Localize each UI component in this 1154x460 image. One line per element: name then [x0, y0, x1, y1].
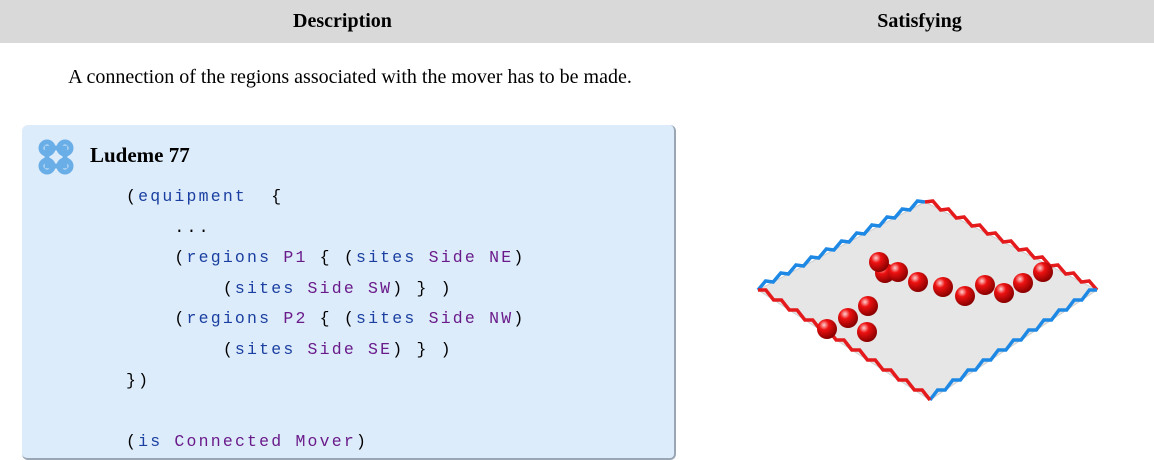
board-edge [756, 199, 926, 292]
code-token: ) [355, 431, 369, 451]
code-token: sites [234, 339, 296, 359]
code-token: ) } ) [392, 278, 453, 298]
stone [888, 262, 908, 282]
code-token: ... [126, 217, 211, 237]
code-line: ... [126, 213, 525, 244]
code-token: is [138, 431, 163, 451]
code-token: ( [126, 278, 235, 298]
stone [857, 322, 877, 342]
code-line: (regions P2 { (sites Side NW) [126, 304, 525, 335]
code-token: sites [234, 278, 296, 298]
code-token: ) [513, 248, 526, 268]
code-line: (is Connected Mover) [126, 427, 525, 458]
ludeme-title: Ludeme 77 [90, 143, 190, 167]
stone [908, 272, 928, 292]
code-token: equipment [138, 187, 248, 206]
code-token: sites [355, 248, 417, 268]
code-line: (sites Side SE) } ) [126, 335, 525, 366]
code-token: Side NW [416, 309, 514, 329]
stone [858, 296, 878, 316]
code-token: Side SW [295, 278, 393, 298]
code-line: (equipment { [126, 182, 525, 213]
stone [1033, 262, 1053, 282]
code-token: { ( [307, 309, 356, 329]
stone [1013, 273, 1033, 293]
code-token: ( [126, 339, 235, 359]
code-token: Side SE [295, 339, 393, 359]
header-cell: Satisfying [685, 0, 1154, 43]
board-edge [924, 199, 1099, 292]
code: (equipment { ... (regions P1 { (sites Si… [126, 182, 525, 457]
code-token: ( [126, 187, 139, 206]
stone [955, 286, 975, 306]
code-line: }) [126, 366, 525, 397]
stone [933, 277, 953, 297]
code-token: ) } ) [392, 339, 453, 359]
code-line: (sites Side SW) } ) [126, 274, 525, 305]
header-cell: Description [0, 0, 685, 43]
code-token: { ( [307, 248, 356, 268]
stone [869, 252, 889, 272]
board-image [756, 199, 1099, 402]
stone [975, 275, 995, 295]
stone [817, 319, 837, 339]
stone [994, 283, 1014, 303]
code-token: ( [126, 309, 187, 329]
ludeme-box: Ludeme 77 (equipment { ... (regions P1 {… [22, 125, 676, 460]
ludeme-icon [38, 139, 74, 175]
stone [838, 308, 858, 328]
code-token: Connected Mover [162, 431, 356, 451]
code-token: P2 [271, 309, 308, 329]
code-token: }) [126, 370, 151, 390]
code-token: { [247, 187, 284, 206]
code-token: regions [186, 248, 272, 268]
description: A connection of the regions associated w… [68, 66, 632, 88]
board-edge [758, 288, 932, 402]
code-token: ( [126, 431, 139, 451]
code-token: ( [126, 248, 187, 268]
board [757, 201, 1098, 401]
code-token: sites [355, 309, 417, 329]
code-token: regions [186, 309, 272, 329]
code-line: (regions P1 { (sites Side NE) [126, 243, 525, 274]
code-line [126, 396, 525, 427]
code-token: ) [513, 309, 526, 329]
code-token: P1 [271, 248, 308, 268]
board-edge [928, 288, 1097, 402]
code-token: Side NE [416, 248, 514, 268]
